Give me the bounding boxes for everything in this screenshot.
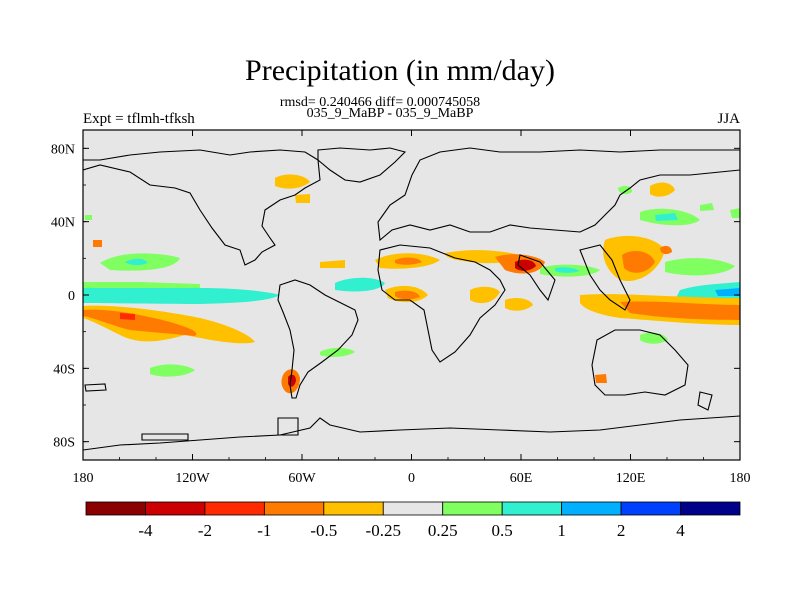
- anomaly-area: [150, 364, 195, 377]
- stats-line: rmsd= 0.240466 diff= 0.000745058: [279, 95, 481, 110]
- coastline-antarctic-island: [141, 433, 189, 441]
- anomaly-area: [665, 258, 735, 276]
- x-tick-label: 120W: [175, 471, 210, 486]
- x-tick-label: 60W: [288, 471, 316, 486]
- coastline-south-america: [277, 279, 359, 399]
- colorbar-swatch: [263, 501, 325, 516]
- coastline-southeast-asia: [579, 244, 631, 311]
- anomaly-area: [120, 313, 135, 320]
- chart-title: Precipitation (in mm/day): [245, 54, 555, 87]
- anomaly-area: [83, 309, 197, 336]
- coastline-australia: [591, 329, 689, 396]
- anomaly-area: [83, 282, 200, 288]
- coastline-antarctica: [83, 415, 740, 451]
- colorbar-swatch: [501, 501, 563, 516]
- colorbar-label: -2: [198, 521, 212, 540]
- colorbar-swatch: [442, 501, 503, 516]
- colorbar-label: -0.25: [366, 521, 401, 540]
- anomaly-area: [320, 260, 345, 268]
- anomaly-area: [700, 203, 714, 211]
- anomaly-area: [595, 374, 607, 383]
- colorbar-label: 2: [617, 521, 626, 540]
- colorbar: -4 -2 -1 -0.5 -0.25 0.25 0.5 1 2 4: [85, 501, 741, 540]
- anomaly-area: [93, 240, 102, 247]
- colorbar-label: -0.5: [310, 521, 337, 540]
- colorbar-label: 1: [557, 521, 566, 540]
- y-tick-label: 80S: [53, 436, 75, 451]
- anomaly-area: [622, 250, 655, 273]
- coastline-eurasia: [377, 147, 740, 242]
- anomaly-area: [395, 290, 420, 300]
- anomaly-area: [618, 185, 632, 195]
- coastline-greenland: [317, 147, 407, 183]
- y-tick-label: 80N: [51, 142, 75, 157]
- colorbar-swatch: [323, 501, 384, 516]
- map-axes: 180 120W 60W 0 60E 120E 180 80N 40N 0 40S 80S: [51, 130, 751, 486]
- anomaly-area: [650, 182, 675, 197]
- colorbar-label: 4: [676, 521, 685, 540]
- anomaly-area: [395, 257, 422, 265]
- y-tick-label: 40S: [53, 362, 75, 377]
- coastline-island: [277, 417, 299, 436]
- coastline-africa: [377, 244, 506, 363]
- season-label: JJA: [717, 111, 740, 127]
- anomaly-area: [83, 285, 280, 304]
- anomaly-area: [470, 286, 500, 304]
- anomaly-area: [715, 288, 740, 296]
- precipitation-anomaly-layer: [83, 174, 740, 394]
- x-tick-label: 120E: [616, 471, 646, 486]
- anomaly-area: [125, 258, 148, 266]
- y-tick-label: 40N: [51, 216, 75, 231]
- x-tick-label: 180: [73, 471, 94, 486]
- chart-subtitle: 035_9_MaBP - 035_9_MaBP: [306, 106, 474, 121]
- colorbar-label: 0.25: [428, 521, 458, 540]
- colorbar-swatch: [620, 501, 681, 516]
- coastline-india: [517, 254, 556, 302]
- anomaly-area: [85, 215, 92, 220]
- anomaly-area: [320, 347, 355, 357]
- colorbar-swatch: [382, 501, 444, 516]
- experiment-label: Expt = tflmh-tfksh: [83, 111, 195, 127]
- colorbar-swatch: [145, 501, 206, 516]
- anomaly-area: [275, 174, 310, 189]
- y-tick-label: 0: [68, 289, 75, 304]
- colorbar-label: 0.5: [492, 521, 513, 540]
- coastline-layer: [83, 147, 740, 451]
- anomaly-area: [730, 208, 740, 218]
- anomaly-area: [555, 267, 580, 273]
- x-tick-label: 60E: [510, 471, 533, 486]
- anomaly-area: [660, 245, 672, 255]
- anomaly-area: [655, 213, 678, 221]
- colorbar-swatch: [85, 501, 146, 516]
- anomaly-area: [515, 259, 536, 271]
- colorbar-swatch: [561, 501, 622, 516]
- colorbar-label: -1: [257, 521, 271, 540]
- coastline-new-zealand: [697, 391, 713, 411]
- x-tick-label: 180: [730, 471, 751, 486]
- anomaly-area: [505, 297, 533, 311]
- coastline-hawaii: [84, 383, 107, 392]
- colorbar-swatch: [204, 501, 265, 516]
- coastline-north-america: [83, 149, 321, 266]
- colorbar-label: -4: [138, 521, 153, 540]
- anomaly-area: [620, 301, 740, 320]
- anomaly-area: [295, 194, 310, 203]
- anomaly-area: [335, 277, 385, 292]
- colorbar-swatch: [680, 501, 741, 516]
- x-tick-label: 0: [408, 471, 415, 486]
